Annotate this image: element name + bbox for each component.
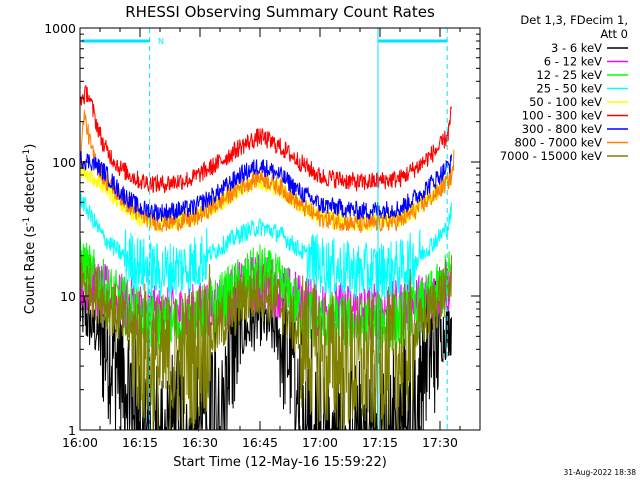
- flag-label: N: [158, 37, 164, 46]
- x-tick-label: 16:30: [182, 435, 218, 450]
- legend-label: 6 - 12 keV: [544, 55, 602, 69]
- legend-label: 100 - 300 keV: [522, 109, 602, 123]
- x-tick-label: 17:30: [422, 435, 458, 450]
- series-25-50-kev: [79, 190, 452, 301]
- series-100-300-kev: [79, 84, 452, 194]
- legend-header-line2: Att 0: [600, 27, 628, 41]
- attenuator-flags: N: [82, 37, 448, 46]
- legend-label: 800 - 7000 keV: [514, 136, 602, 150]
- x-tick-label: 16:45: [242, 435, 278, 450]
- x-tick-label: 17:00: [302, 435, 338, 450]
- x-axis-label: Start Time (12-May-16 15:59:22): [173, 455, 387, 470]
- chart-title: RHESSI Observing Summary Count Rates: [125, 3, 435, 21]
- y-axis: 1 10 100 1000: [44, 21, 480, 438]
- series-layer: [79, 84, 455, 432]
- legend-label: 300 - 800 keV: [522, 122, 602, 136]
- x-axis: 16:00 16:15 16:30 16:45 17:00 17:15 17:30: [62, 28, 481, 450]
- y-axis-label: Count Rate (s-1 detector-1): [22, 144, 38, 315]
- series-300-800-kev: [79, 151, 452, 222]
- legend-label: 12 - 25 keV: [536, 68, 602, 82]
- legend-label: 3 - 6 keV: [551, 41, 602, 55]
- y-tick-label: 1000: [44, 21, 76, 36]
- y-tick-label: 10: [60, 289, 76, 304]
- legend-header-line1: Det 1,3, FDecim 1,: [520, 13, 628, 27]
- x-tick-label: 16:15: [122, 435, 158, 450]
- legend-label: 7000 - 15000 keV: [500, 149, 602, 163]
- generation-timestamp: 31-Aug-2022 18:38: [563, 468, 636, 477]
- legend-label: 25 - 50 keV: [536, 82, 602, 96]
- y-tick-label: 100: [52, 155, 76, 170]
- x-tick-label: 16:00: [62, 435, 98, 450]
- x-tick-label: 17:15: [362, 435, 398, 450]
- y-tick-label: 1: [68, 423, 76, 438]
- legend-label: 50 - 100 keV: [529, 95, 602, 109]
